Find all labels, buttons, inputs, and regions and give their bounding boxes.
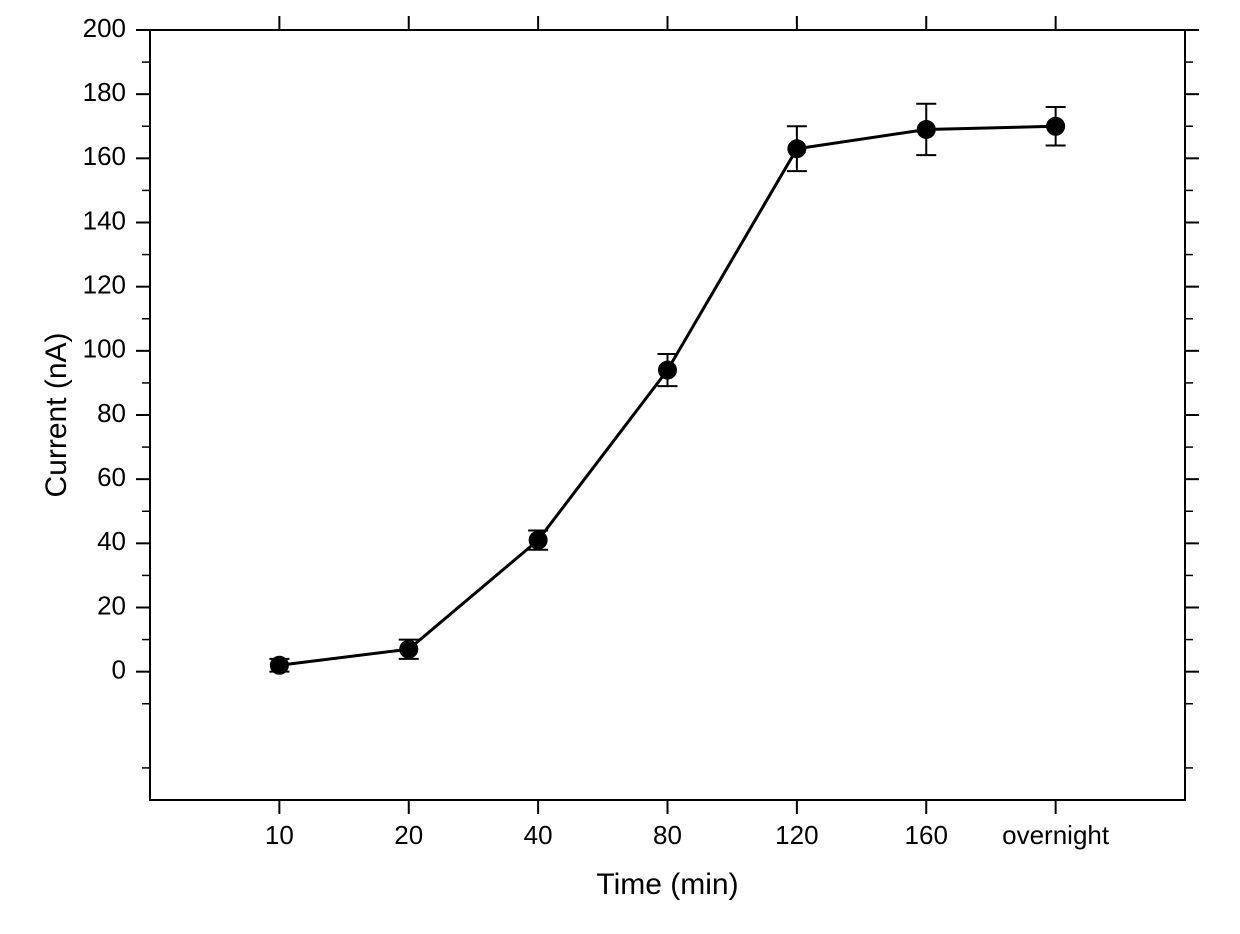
data-point <box>1047 117 1065 135</box>
x-tick-label: overnight <box>1002 820 1110 850</box>
y-tick-label: 100 <box>83 334 126 364</box>
y-tick-label: 60 <box>97 462 126 492</box>
x-tick-label: 20 <box>394 820 423 850</box>
x-tick-label: 160 <box>905 820 948 850</box>
data-point <box>529 531 547 549</box>
plot-border <box>150 30 1185 800</box>
data-point <box>270 656 288 674</box>
y-tick-label: 120 <box>83 270 126 300</box>
x-tick-label: 40 <box>524 820 553 850</box>
y-axis-label: Current (nA) <box>40 332 73 497</box>
x-tick-label: 10 <box>265 820 294 850</box>
y-tick-label: 180 <box>83 77 126 107</box>
data-point <box>400 640 418 658</box>
data-point <box>659 361 677 379</box>
y-tick-label: 0 <box>112 655 126 685</box>
y-tick-label: 20 <box>97 590 126 620</box>
line-chart: 0 20 40 60 80 100 120 140 160 180 200 10 20 40 80 120 16… <box>0 0 1240 934</box>
x-axis-label: Time (min) <box>596 868 738 901</box>
y-tick-label: 140 <box>83 205 126 235</box>
x-tick-label: 80 <box>653 820 682 850</box>
data-point <box>917 120 935 138</box>
x-tick-label: 120 <box>775 820 818 850</box>
y-tick-label: 160 <box>83 141 126 171</box>
chart-container: 0 20 40 60 80 100 120 140 160 180 200 10 20 40 80 120 16… <box>0 0 1240 934</box>
y-tick-label: 200 <box>83 13 126 43</box>
y-tick-label: 80 <box>97 398 126 428</box>
data-point <box>788 140 806 158</box>
series-line <box>279 126 1055 665</box>
y-tick-label: 40 <box>97 526 126 556</box>
